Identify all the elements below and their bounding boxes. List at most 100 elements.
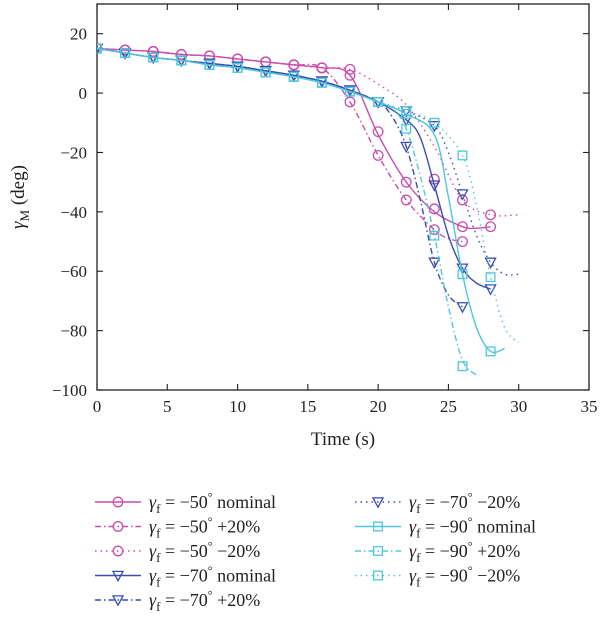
legend-label-part: γ bbox=[149, 517, 157, 537]
series-8 bbox=[97, 43, 478, 376]
y-axis-title-unit: (deg) bbox=[8, 165, 29, 210]
legend-label-part: ° bbox=[208, 515, 213, 529]
x-tick-label: 15 bbox=[299, 397, 316, 416]
data-point bbox=[148, 52, 159, 63]
legend-label: γf = −50° −20% bbox=[149, 539, 260, 565]
legend-marker bbox=[112, 496, 124, 508]
legend-label-part: f bbox=[416, 501, 421, 516]
legend-label-part: ° bbox=[468, 564, 473, 578]
data-point bbox=[485, 272, 496, 283]
legend-label-part: ° bbox=[208, 564, 213, 578]
legend-label-part: = −50 bbox=[160, 517, 207, 537]
data-point bbox=[120, 48, 131, 58]
legend-marker bbox=[111, 595, 125, 607]
legend-label-part: = −70 bbox=[160, 590, 207, 610]
y-tick-label: −20 bbox=[60, 143, 87, 162]
data-point bbox=[428, 173, 440, 185]
legend-label-part: γ bbox=[409, 492, 417, 512]
data-point bbox=[344, 96, 356, 108]
legend-label-part: = −90 bbox=[420, 566, 467, 586]
data-point bbox=[373, 97, 384, 107]
data-point bbox=[457, 361, 468, 372]
data-point bbox=[400, 176, 412, 188]
axes: 0 5 10 15 20 25 30 35 20 0 −20 −40 −60 −80 −100 bbox=[52, 3, 598, 416]
legend-item: γf = −70° +20% bbox=[95, 588, 260, 614]
series-line bbox=[97, 47, 478, 376]
x-tick-label: 35 bbox=[581, 397, 598, 416]
legend-label-part: = −50 bbox=[160, 541, 207, 561]
legend-label-part: ° bbox=[468, 539, 473, 553]
legend-label: γf = −90° −20% bbox=[409, 564, 520, 590]
data-point bbox=[372, 149, 384, 161]
data-point bbox=[260, 67, 271, 78]
data-point bbox=[428, 257, 441, 269]
series-9 bbox=[97, 43, 520, 344]
legend-marker bbox=[373, 546, 383, 556]
legend-marker bbox=[111, 570, 125, 583]
x-axis-title: Time (s) bbox=[311, 429, 375, 450]
legend-label-part: nominal bbox=[473, 517, 537, 537]
data-point bbox=[457, 236, 468, 247]
plot-frame bbox=[96, 3, 590, 391]
legend-label-part: = −70 bbox=[160, 566, 207, 586]
y-axis-title: γM (deg) bbox=[8, 165, 32, 229]
data-point bbox=[176, 55, 187, 66]
y-tick-label: −80 bbox=[60, 322, 87, 341]
data-point bbox=[428, 203, 440, 215]
legend-label-part: ° bbox=[208, 588, 213, 602]
series-line bbox=[97, 47, 463, 243]
legend-item: γf = −50° nominal bbox=[95, 490, 276, 516]
data-point bbox=[344, 63, 356, 75]
data-point bbox=[401, 105, 412, 116]
legend-label-part: f bbox=[416, 550, 421, 565]
legend-label-part: γ bbox=[409, 566, 417, 586]
legend-label: γf = −50° +20% bbox=[149, 515, 260, 541]
legend-marker bbox=[112, 521, 124, 532]
data-point bbox=[457, 221, 468, 233]
data-point bbox=[316, 62, 328, 74]
legend-label-part: = −70 bbox=[420, 492, 467, 512]
legend-label-part: ° bbox=[468, 490, 473, 504]
data-point bbox=[345, 86, 355, 97]
data-point bbox=[485, 209, 497, 221]
legend-item: γf = −70° −20% bbox=[355, 490, 520, 516]
series-line bbox=[97, 47, 519, 217]
legend-label: γf = −90° +20% bbox=[409, 539, 520, 565]
data-point bbox=[147, 46, 159, 57]
legend-label-part: −20% bbox=[473, 492, 521, 512]
legend-label-part: ° bbox=[208, 490, 213, 504]
legend-label-part: f bbox=[156, 526, 161, 541]
y-axis-title-symbol: γ bbox=[8, 221, 29, 229]
data-point bbox=[456, 189, 469, 201]
y-tick-label: −100 bbox=[52, 381, 87, 400]
legend-item: γf = −70° nominal bbox=[95, 564, 276, 590]
x-tick-label: 30 bbox=[510, 397, 527, 416]
legend-label-part: f bbox=[156, 575, 161, 590]
legend-item: γf = −50° +20% bbox=[95, 515, 260, 541]
legend-label: γf = −70° −20% bbox=[409, 490, 520, 516]
x-tick-label: 20 bbox=[370, 397, 387, 416]
legend-label-part: γ bbox=[149, 590, 157, 610]
legend-label-part: −20% bbox=[473, 566, 521, 586]
y-axis-title-subscript: M bbox=[17, 209, 32, 221]
data-point bbox=[485, 221, 497, 233]
legend-label-part: f bbox=[156, 599, 161, 614]
data-point bbox=[456, 302, 469, 314]
series-layer bbox=[97, 43, 520, 376]
x-tick-label: 10 bbox=[229, 397, 246, 416]
series-line bbox=[97, 47, 505, 354]
data-point bbox=[457, 269, 468, 280]
data-point bbox=[316, 77, 327, 88]
data-point bbox=[456, 263, 469, 275]
x-tick-label: 0 bbox=[93, 397, 102, 416]
legend-label-part: = −90 bbox=[420, 541, 467, 561]
legend-label-part: = −90 bbox=[420, 517, 467, 537]
data-point bbox=[204, 59, 215, 70]
legend-label-part: ° bbox=[468, 515, 473, 529]
legend-label: γf = −50° nominal bbox=[149, 490, 276, 516]
data-point bbox=[97, 43, 102, 54]
legend-marker bbox=[373, 570, 383, 581]
legend-label-part: f bbox=[156, 501, 161, 516]
data-point bbox=[400, 194, 412, 206]
